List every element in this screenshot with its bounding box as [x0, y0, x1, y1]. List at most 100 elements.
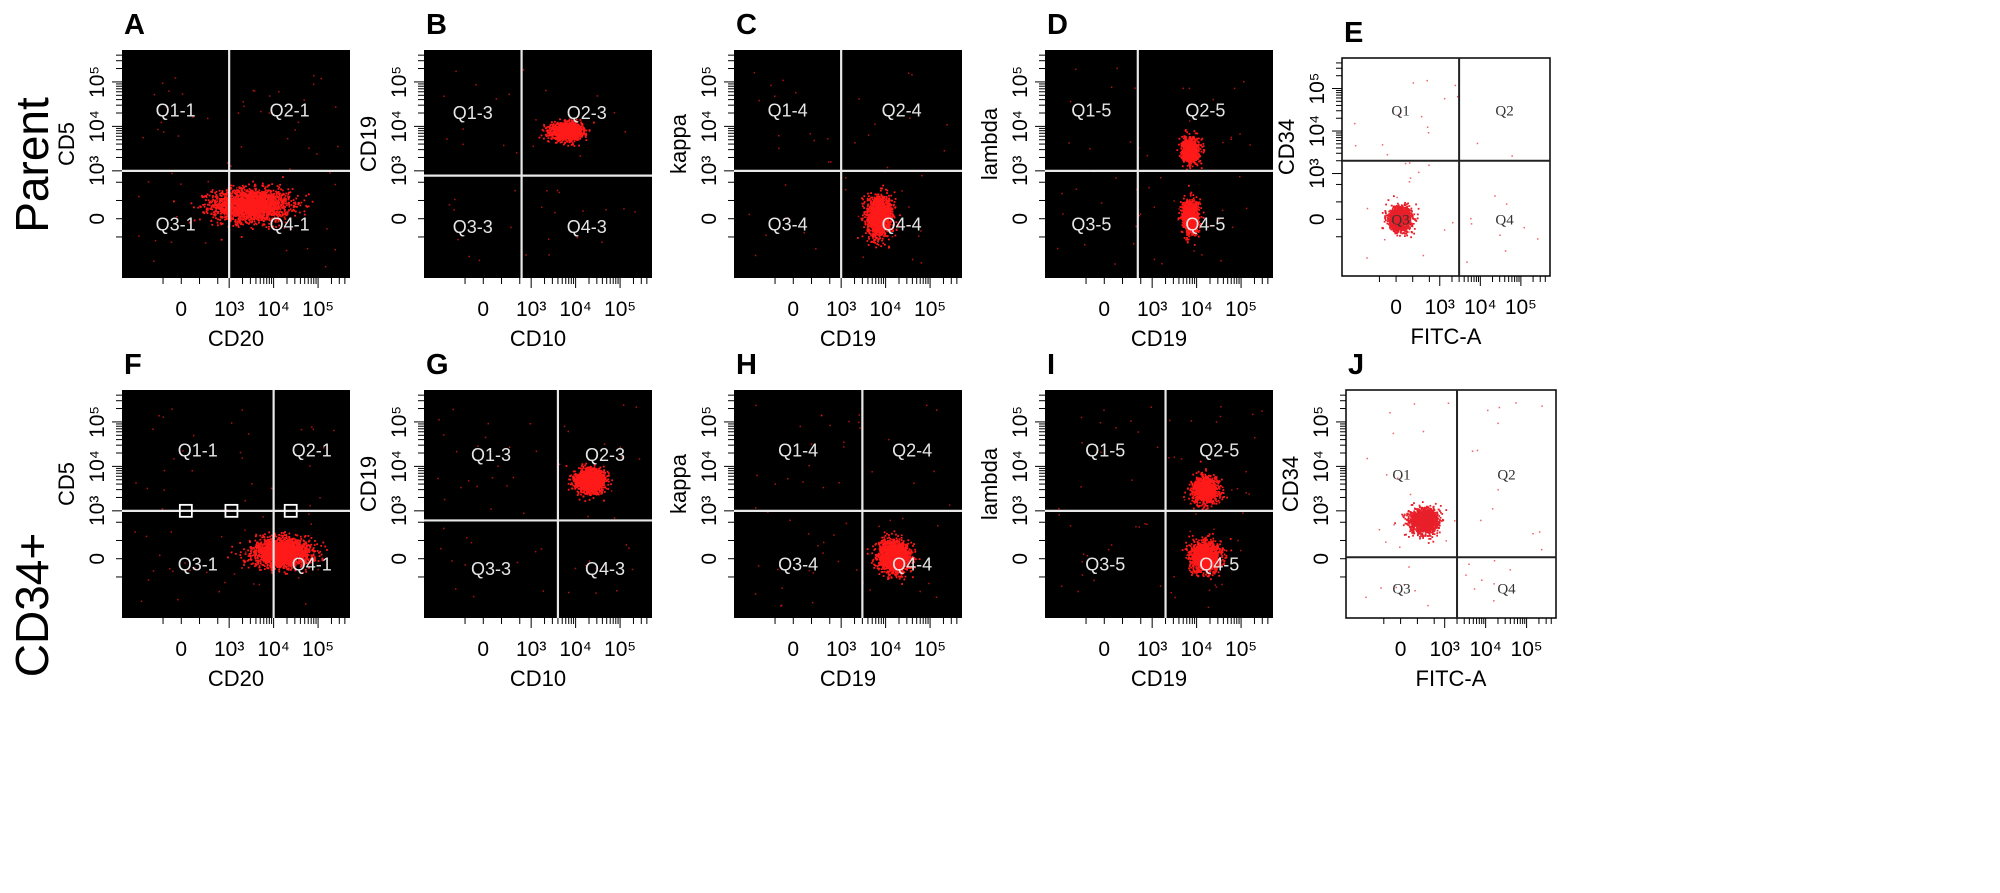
data-point — [255, 223, 258, 226]
data-point — [220, 192, 223, 194]
data-point — [230, 165, 232, 167]
data-point — [303, 210, 306, 213]
data-point — [270, 204, 273, 207]
data-point — [265, 218, 267, 221]
data-point — [871, 198, 874, 201]
data-point — [260, 198, 263, 201]
data-point — [554, 133, 557, 136]
data-point — [266, 209, 268, 211]
data-point — [297, 121, 300, 124]
data-point — [267, 189, 270, 192]
data-point — [208, 194, 211, 197]
data-point — [279, 194, 281, 197]
data-point — [253, 185, 256, 188]
data-point — [580, 129, 582, 132]
data-point — [894, 206, 897, 209]
quadrant-label: Q2-1 — [270, 100, 310, 120]
data-point — [634, 211, 636, 213]
data-point — [217, 211, 219, 213]
data-point — [215, 209, 217, 212]
data-point — [278, 90, 280, 93]
data-point — [565, 127, 568, 130]
data-point — [268, 198, 271, 201]
data-point — [478, 259, 481, 262]
data-point — [243, 200, 246, 202]
x-axis-label: CD10 — [510, 326, 566, 351]
data-point — [251, 213, 254, 216]
data-point — [573, 134, 576, 137]
data-point — [249, 206, 252, 209]
data-point — [267, 197, 269, 200]
data-point — [297, 203, 300, 206]
data-point — [292, 199, 295, 201]
data-point — [259, 213, 262, 216]
data-point — [245, 185, 247, 188]
data-point — [266, 196, 269, 198]
x-tick-label: 10⁵ — [302, 298, 334, 321]
data-point — [232, 225, 235, 227]
data-point — [168, 90, 170, 92]
data-point — [226, 214, 229, 216]
data-point — [210, 220, 213, 222]
data-point — [236, 222, 239, 225]
data-point — [212, 216, 215, 219]
data-point — [243, 209, 246, 212]
data-point — [623, 208, 625, 210]
data-point — [538, 136, 541, 139]
data-point — [861, 235, 864, 238]
data-point — [211, 189, 214, 191]
data-point — [262, 208, 265, 211]
data-point — [225, 189, 228, 192]
data-point — [313, 74, 315, 77]
data-point — [565, 133, 568, 136]
quadrant-label: Q2-3 — [567, 103, 607, 123]
data-point — [278, 202, 281, 205]
y-tick-label: 0 — [388, 213, 411, 225]
data-point — [541, 206, 543, 209]
data-point — [275, 204, 277, 206]
data-point — [225, 215, 228, 218]
data-point — [239, 212, 242, 215]
data-point — [232, 208, 235, 210]
data-point — [211, 205, 214, 208]
data-point — [267, 204, 270, 207]
data-point — [218, 189, 221, 192]
data-point — [282, 198, 285, 201]
data-point — [583, 132, 585, 134]
data-point — [596, 95, 599, 97]
data-point — [276, 203, 279, 206]
data-point — [237, 218, 240, 221]
data-point — [279, 198, 281, 200]
data-point — [257, 212, 260, 215]
data-point — [559, 141, 562, 144]
data-point — [219, 222, 222, 225]
data-point — [223, 203, 226, 206]
quadrant-label: Q3-3 — [453, 217, 493, 237]
data-point — [559, 118, 561, 121]
data-point — [211, 208, 214, 211]
data-point — [320, 77, 322, 80]
data-point — [260, 201, 262, 204]
data-point — [269, 206, 271, 209]
data-point — [234, 221, 237, 224]
data-point — [522, 69, 525, 71]
data-point — [142, 136, 144, 139]
data-point — [585, 132, 588, 135]
data-point — [574, 128, 576, 131]
data-point — [567, 144, 570, 147]
y-tick-label: 0 — [86, 213, 109, 225]
data-point — [160, 121, 162, 124]
data-point — [204, 203, 206, 206]
data-point — [214, 192, 217, 194]
data-point — [253, 212, 255, 214]
data-point — [157, 128, 159, 131]
y-tick-label: 10⁵ — [388, 66, 411, 98]
data-point — [263, 214, 265, 217]
data-point — [562, 124, 565, 127]
data-point — [257, 197, 259, 200]
data-point — [262, 210, 264, 213]
data-point — [201, 196, 204, 199]
quadrant-label: Q1-3 — [453, 103, 493, 123]
data-point — [199, 205, 201, 208]
data-point — [264, 187, 266, 190]
